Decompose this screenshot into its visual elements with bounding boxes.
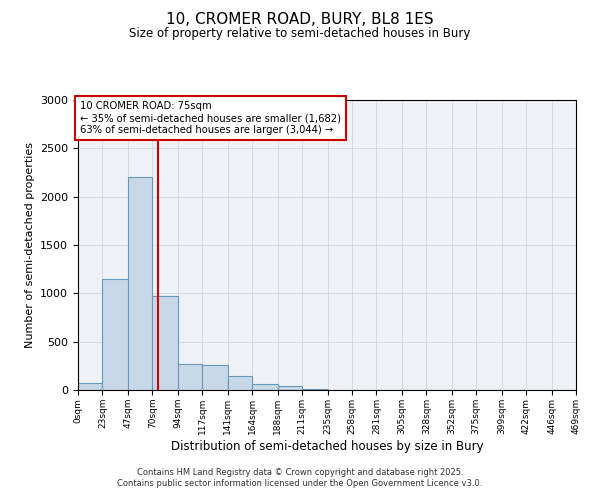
Bar <box>228 376 252 390</box>
Bar <box>78 383 103 390</box>
Text: 10 CROMER ROAD: 75sqm
← 35% of semi-detached houses are smaller (1,682)
63% of s: 10 CROMER ROAD: 75sqm ← 35% of semi-deta… <box>80 102 341 134</box>
Text: Contains HM Land Registry data © Crown copyright and database right 2025.
Contai: Contains HM Land Registry data © Crown c… <box>118 468 482 487</box>
Text: 10, CROMER ROAD, BURY, BL8 1ES: 10, CROMER ROAD, BURY, BL8 1ES <box>166 12 434 28</box>
Y-axis label: Number of semi-detached properties: Number of semi-detached properties <box>25 142 35 348</box>
X-axis label: Distribution of semi-detached houses by size in Bury: Distribution of semi-detached houses by … <box>170 440 484 452</box>
Text: Size of property relative to semi-detached houses in Bury: Size of property relative to semi-detach… <box>130 28 470 40</box>
Bar <box>302 389 328 390</box>
Bar <box>178 364 202 390</box>
Bar <box>128 178 152 390</box>
Bar <box>252 384 278 390</box>
Bar <box>103 279 128 390</box>
Bar <box>278 386 302 390</box>
Bar <box>152 296 178 390</box>
Bar <box>202 365 228 390</box>
